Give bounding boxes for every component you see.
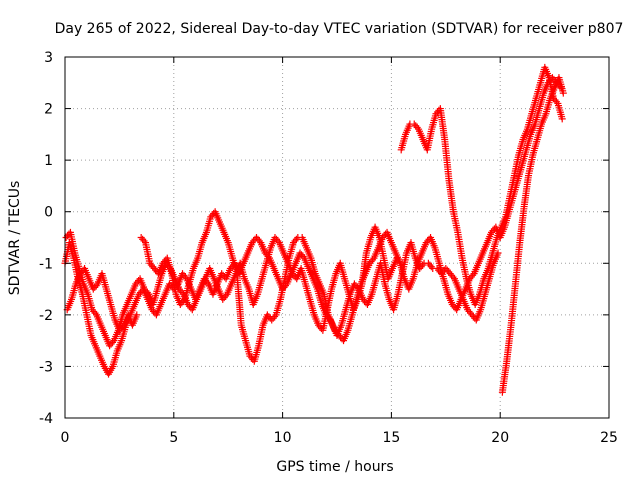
data-point-fill (299, 252, 307, 260)
data-point-fill (427, 263, 435, 271)
y-tick-label: -3 (39, 359, 53, 375)
data-markers (61, 63, 567, 396)
data-point-fill (419, 261, 427, 269)
data-point-fill (449, 273, 457, 281)
data-point-fill (178, 289, 186, 297)
data-point-fill (91, 309, 99, 317)
data-point-fill (165, 263, 173, 271)
axis-ticks: 0 5 10 15 20 25 -4 -3 -2 -1 0 1 2 3 (39, 50, 618, 446)
y-axis-label: SDTVAR / TECUs (7, 181, 23, 296)
x-tick-label: 25 (600, 430, 618, 446)
data-point-fill (292, 235, 300, 243)
y-tick-label: 1 (44, 153, 53, 169)
y-tick-label: -2 (39, 308, 53, 324)
data-point-fill (274, 237, 282, 245)
y-tick-label: 2 (44, 102, 53, 118)
chart-title: Day 265 of 2022, Sidereal Day-to-day VTE… (55, 21, 624, 37)
data-point-fill (143, 289, 151, 297)
x-tick-label: 20 (491, 430, 509, 446)
data-point (393, 254, 401, 262)
data-point (559, 89, 567, 97)
data-point-fill (369, 256, 377, 264)
x-axis-label: GPS time / hours (276, 459, 393, 475)
data-point (133, 311, 141, 319)
y-tick-label: 0 (44, 205, 53, 221)
data-point-fill (140, 237, 148, 245)
data-point-fill (255, 237, 263, 245)
x-tick-label: 15 (382, 430, 400, 446)
x-tick-label: 10 (274, 430, 292, 446)
y-tick-label: -1 (39, 256, 53, 272)
data-point-fill (413, 123, 421, 131)
data-point-fill (552, 98, 560, 106)
y-tick-label: 3 (44, 50, 53, 66)
data-point-fill (92, 282, 100, 290)
data-point-fill (109, 338, 117, 346)
x-tick-label: 5 (169, 430, 178, 446)
y-tick-label: -4 (39, 411, 53, 427)
data-point (558, 115, 566, 123)
data-point-fill (271, 313, 279, 321)
data-point-fill (222, 292, 230, 300)
plot-frame (64, 56, 610, 419)
series-trace-c (62, 63, 566, 350)
data-point-fill (469, 271, 477, 279)
x-tick-label: 0 (61, 430, 70, 446)
